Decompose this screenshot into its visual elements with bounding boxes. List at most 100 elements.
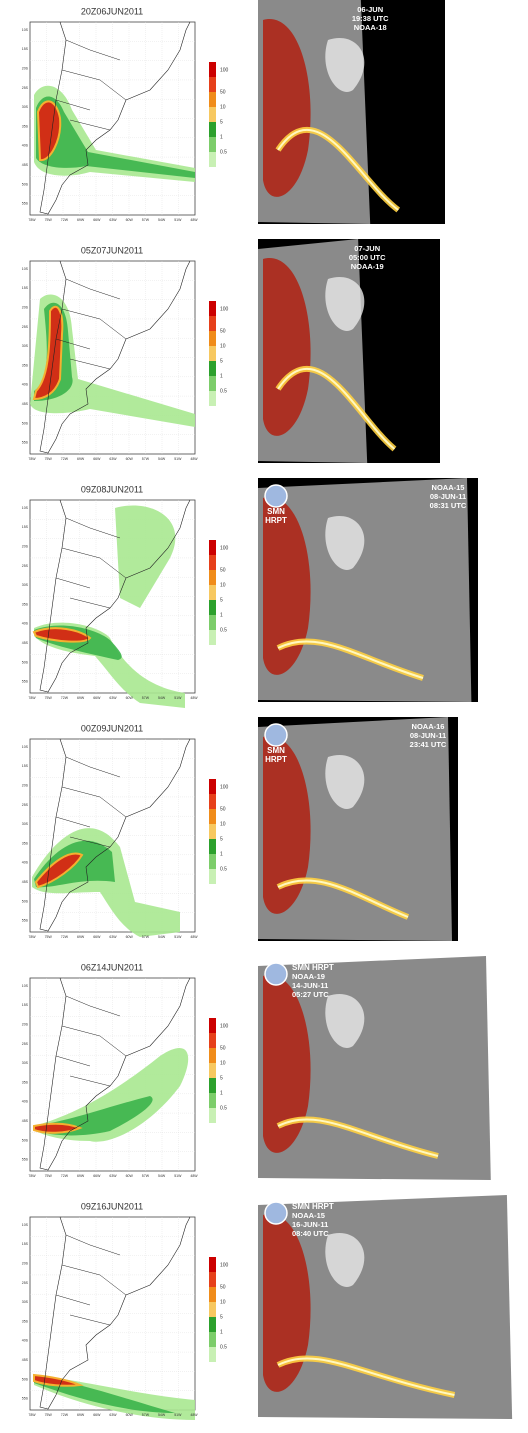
colorbar-label: 100 — [220, 1023, 229, 1029]
lat-label: 45S — [22, 641, 29, 645]
colorbar-label: 100 — [220, 1262, 229, 1268]
colorbar-label: 1 — [220, 1090, 223, 1096]
lon-label: 63W — [109, 218, 117, 222]
satellite-label: NOAA-19 — [292, 972, 325, 981]
colorbar-cell — [209, 107, 216, 122]
lat-label: 20S — [22, 784, 29, 788]
colorbar-label: 10 — [220, 821, 226, 827]
lon-label: 57W — [142, 457, 150, 461]
colorbar-cell — [209, 615, 216, 630]
lon-label: 54W — [158, 1174, 166, 1178]
lon-label: 48W — [190, 1174, 198, 1178]
colorbar-cell — [209, 361, 216, 376]
lat-label: 10S — [22, 267, 29, 271]
colorbar-label: 50 — [220, 1045, 226, 1051]
lon-label: 57W — [142, 1413, 150, 1417]
model-title: 05Z07JUN2011 — [81, 245, 143, 255]
colorbar-cell — [209, 809, 216, 824]
lon-label: 69W — [77, 1413, 85, 1417]
lat-label: 50S — [22, 899, 29, 903]
colorbar-label: 50 — [220, 567, 226, 573]
lon-label: 63W — [109, 457, 117, 461]
satellite-label: 16-JUN-11 — [292, 1220, 328, 1229]
lat-label: 30S — [22, 344, 29, 348]
panel: 09Z16JUN201110S15S20S25S30S35S40S45S50S5… — [22, 1195, 512, 1420]
satellite-label: 23:41 UTC — [410, 740, 447, 749]
lon-label: 51W — [174, 696, 182, 700]
colorbar-cell — [209, 630, 216, 645]
model-title: 09Z16JUN2011 — [81, 1201, 143, 1211]
lat-label: 35S — [22, 363, 29, 367]
colorbar-label: 5 — [220, 597, 223, 603]
lat-label: 30S — [22, 1061, 29, 1065]
colorbar-label: 100 — [220, 306, 229, 312]
lat-label: 45S — [22, 880, 29, 884]
colorbar-cell — [209, 376, 216, 391]
model-title: 20Z06JUN2011 — [81, 6, 143, 16]
smn-logo — [265, 485, 287, 507]
colorbar-cell — [209, 122, 216, 137]
colorbar-cell — [209, 1048, 216, 1063]
colorbar-cell — [209, 391, 216, 406]
lon-label: 63W — [109, 1174, 117, 1178]
satellite-label: NOAA-19 — [351, 262, 384, 271]
lat-label: 25S — [22, 803, 29, 807]
lon-label: 57W — [142, 1174, 150, 1178]
colorbar-cell — [209, 1257, 216, 1272]
colorbar-label: 50 — [220, 1284, 226, 1290]
colorbar-label: 100 — [220, 784, 229, 790]
lat-label: 20S — [22, 306, 29, 310]
lon-label: 48W — [190, 696, 198, 700]
lon-label: 54W — [158, 218, 166, 222]
lon-label: 75W — [45, 696, 53, 700]
lon-label: 72W — [61, 1413, 69, 1417]
lon-label: 57W — [142, 218, 150, 222]
lat-label: 45S — [22, 163, 29, 167]
logo-text: SMN — [267, 746, 285, 755]
colorbar-label: 1 — [220, 373, 223, 379]
lat-label: 40S — [22, 1339, 29, 1343]
colorbar-cell — [209, 854, 216, 869]
logo-text: SMN HRPT — [292, 1202, 334, 1211]
lat-label: 40S — [22, 383, 29, 387]
colorbar-label: 50 — [220, 328, 226, 334]
satellite-label: 08-JUN-11 — [430, 492, 466, 501]
lat-label: 30S — [22, 1300, 29, 1304]
colorbar-cell — [209, 152, 216, 167]
lat-label: 35S — [22, 124, 29, 128]
colorbar-cell — [209, 1093, 216, 1108]
model-title: 06Z14JUN2011 — [81, 962, 143, 972]
colorbar-cell — [209, 585, 216, 600]
colorbar-label: 10 — [220, 1299, 226, 1305]
colorbar-cell — [209, 1347, 216, 1362]
lon-label: 69W — [77, 457, 85, 461]
lat-label: 15S — [22, 525, 29, 529]
colorbar-label: 10 — [220, 343, 226, 349]
lat-label: 25S — [22, 1281, 29, 1285]
lat-label: 40S — [22, 144, 29, 148]
lat-label: 40S — [22, 861, 29, 865]
colorbar-cell — [209, 92, 216, 107]
lat-label: 20S — [22, 1023, 29, 1027]
colorbar-label: 1 — [220, 612, 223, 618]
panel: 06Z14JUN201110S15S20S25S30S35S40S45S50S5… — [22, 956, 491, 1180]
lat-label: 35S — [22, 1080, 29, 1084]
satellite-label: NOAA-15 — [432, 483, 465, 492]
colorbar-label: 100 — [220, 67, 229, 73]
colorbar-cell — [209, 137, 216, 152]
lon-label: 60W — [126, 696, 134, 700]
panel: 20Z06JUN201110S15S20S25S30S35S40S45S50S5… — [22, 0, 445, 224]
lat-label: 10S — [22, 1223, 29, 1227]
colorbar-label: 0.5 — [220, 1344, 227, 1350]
colorbar-cell — [209, 794, 216, 809]
lon-label: 78W — [28, 935, 36, 939]
lat-label: 35S — [22, 602, 29, 606]
panel: 09Z08JUN201110S15S20S25S30S35S40S45S50S5… — [22, 478, 478, 708]
lon-label: 78W — [28, 457, 36, 461]
lon-label: 51W — [174, 935, 182, 939]
colorbar-cell — [209, 824, 216, 839]
lon-label: 63W — [109, 935, 117, 939]
lon-label: 66W — [93, 457, 101, 461]
lat-label: 30S — [22, 822, 29, 826]
colorbar-cell — [209, 331, 216, 346]
